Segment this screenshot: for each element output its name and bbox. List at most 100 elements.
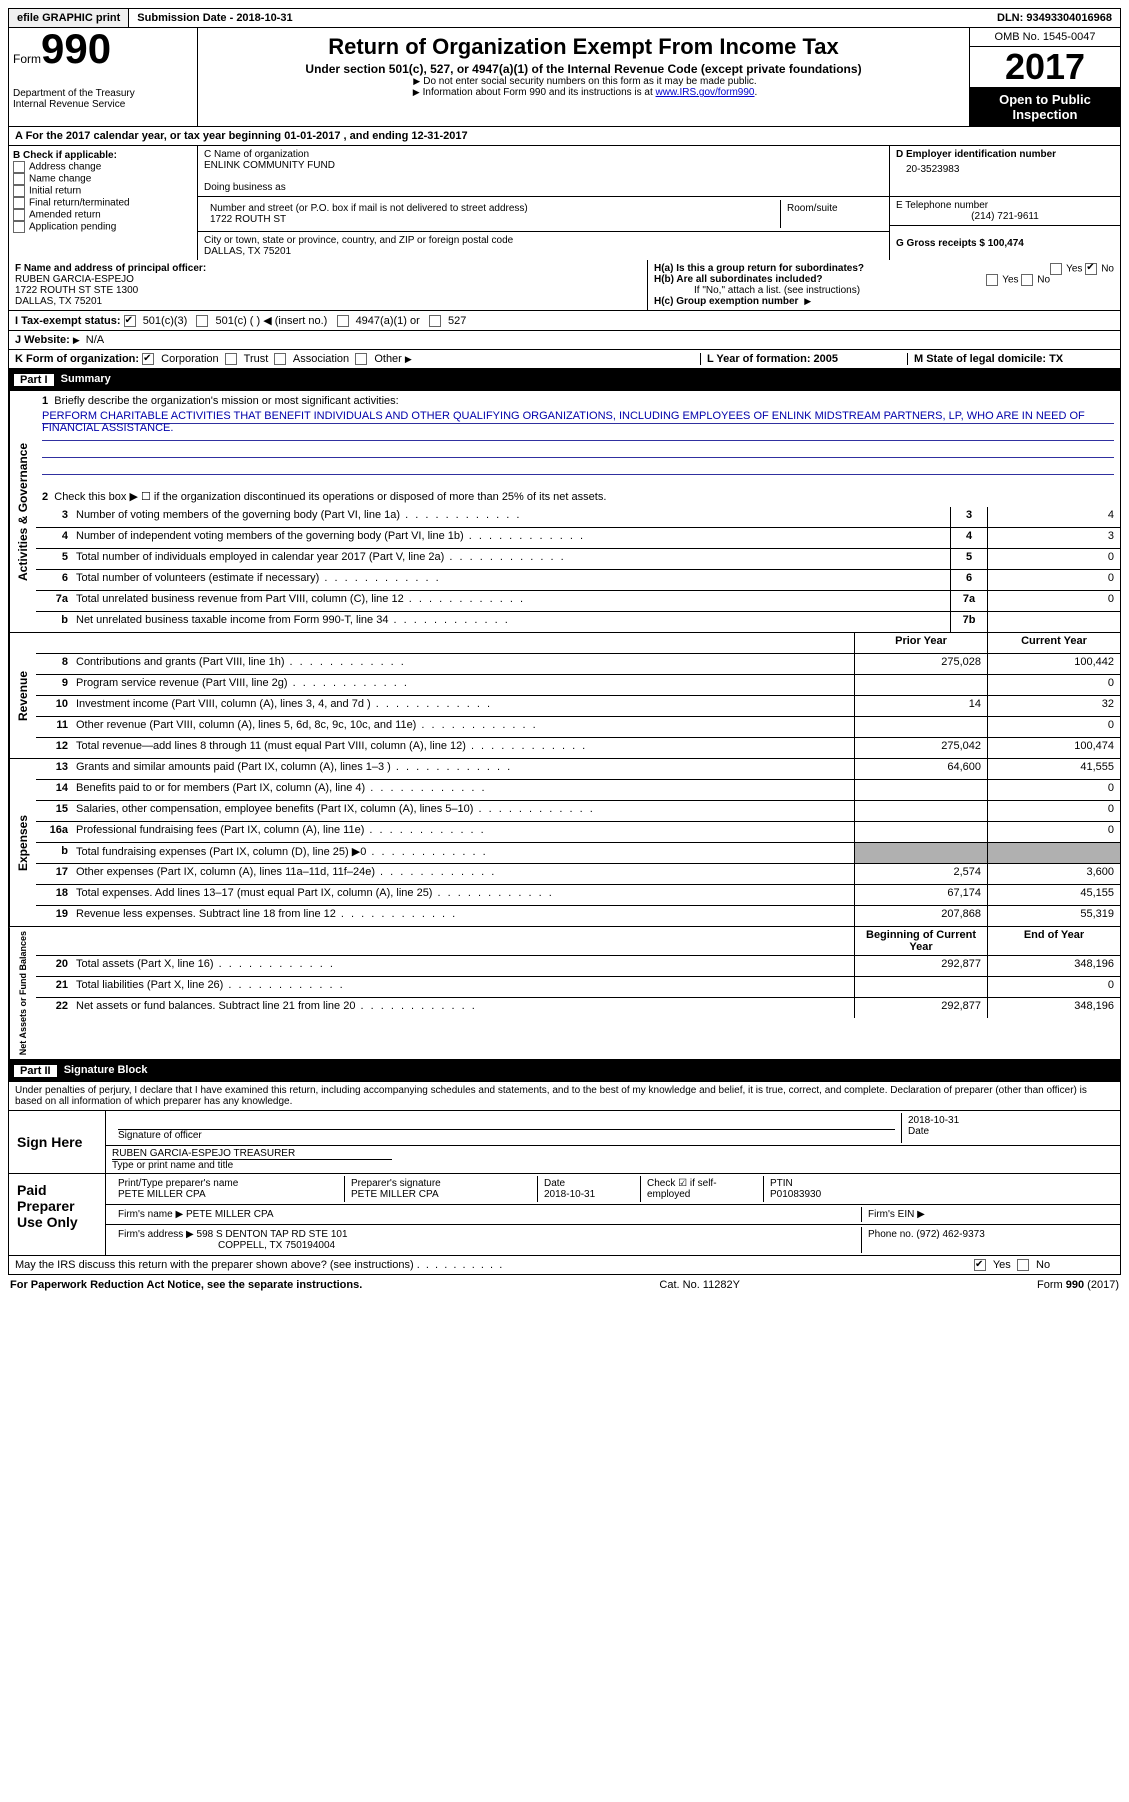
table-row: 16aProfessional fundraising fees (Part I… — [36, 822, 1120, 843]
table-row: 3Number of voting members of the governi… — [36, 507, 1120, 528]
city-field: City or town, state or province, country… — [198, 232, 889, 260]
firm-phone: Phone no. (972) 462-9373 — [862, 1227, 1114, 1253]
table-row: 11Other revenue (Part VIII, column (A), … — [36, 717, 1120, 738]
line-1-block: 1 Briefly describe the organization's mi… — [36, 391, 1120, 507]
submission-date: Submission Date - 2018-10-31 — [129, 9, 300, 27]
firm-ein: Firm's EIN ▶ — [862, 1207, 1114, 1222]
header-right: OMB No. 1545-0047 2017 Open to Public In… — [969, 28, 1120, 126]
officer-addr2: DALLAS, TX 75201 — [15, 296, 641, 307]
part-1-header: Part I Summary — [8, 369, 1121, 391]
table-row: 9Program service revenue (Part VIII, lin… — [36, 675, 1120, 696]
form-label: Form — [13, 52, 41, 66]
street-label: Number and street (or P.O. box if mail i… — [210, 203, 774, 214]
row-k-form-org: K Form of organization: Corporation Trus… — [8, 350, 1121, 369]
table-row: 21Total liabilities (Part X, line 26)0 — [36, 977, 1120, 998]
line-2-text: Check this box ▶ ☐ if the organization d… — [54, 491, 606, 503]
sign-here-label: Sign Here — [9, 1111, 106, 1173]
irs-label: Internal Revenue Service — [13, 99, 193, 110]
table-row: 20Total assets (Part X, line 16)292,8773… — [36, 956, 1120, 977]
row-i-tax-status: I Tax-exempt status: 501(c)(3) 501(c) ( … — [8, 311, 1121, 331]
irs-link[interactable]: www.IRS.gov/form990 — [656, 87, 755, 98]
officer-printed-name: RUBEN GARCIA-ESPEJO TREASURER — [112, 1148, 392, 1160]
dba-label: Doing business as — [204, 182, 883, 193]
preparer-sig: PETE MILLER CPA — [351, 1189, 531, 1200]
row-l: L Year of formation: 2005 — [700, 353, 907, 365]
table-row: 13Grants and similar amounts paid (Part … — [36, 759, 1120, 780]
table-row: 8Contributions and grants (Part VIII, li… — [36, 654, 1120, 675]
cb-initial[interactable]: Initial return — [13, 185, 193, 197]
table-row: 14Benefits paid to or for members (Part … — [36, 780, 1120, 801]
ptin: P01083930 — [770, 1189, 1108, 1200]
paid-prep-label: Paid Preparer Use Only — [9, 1174, 106, 1255]
tax-year: 2017 — [970, 47, 1120, 88]
note-ssn: Do not enter social security numbers on … — [202, 76, 965, 87]
officer-label: F Name and address of principal officer: — [15, 263, 641, 274]
h-a-row: H(a) Is this a group return for subordin… — [654, 263, 1114, 274]
form-header: Form990 Department of the Treasury Inter… — [8, 28, 1121, 127]
table-row: bTotal fundraising expenses (Part IX, co… — [36, 843, 1120, 864]
form-title: Return of Organization Exempt From Incom… — [202, 34, 965, 60]
table-row: 17Other expenses (Part IX, column (A), l… — [36, 864, 1120, 885]
irs-discuss-row: May the IRS discuss this return with the… — [8, 1256, 1121, 1275]
gross-receipts: G Gross receipts $ 100,474 — [890, 226, 1120, 252]
dept-treasury: Department of the Treasury — [13, 88, 193, 99]
form-subtitle: Under section 501(c), 527, or 4947(a)(1)… — [202, 62, 965, 76]
side-revenue: Revenue — [9, 633, 36, 758]
block-bcd: B Check if applicable: Address change Na… — [8, 146, 1121, 260]
street-field: Number and street (or P.O. box if mail i… — [198, 197, 889, 232]
ein-field: D Employer identification number 20-3523… — [890, 146, 1120, 197]
expenses-section: Expenses 13Grants and similar amounts pa… — [8, 759, 1121, 927]
omb-number: OMB No. 1545-0047 — [970, 28, 1120, 47]
cb-address[interactable]: Address change — [13, 161, 193, 173]
sig-date: 2018-10-31 — [908, 1115, 1108, 1126]
org-name-label: C Name of organization — [204, 149, 883, 160]
room-label: Room/suite — [781, 200, 883, 228]
h-b-note: If "No," attach a list. (see instruction… — [654, 285, 1114, 296]
col-c: C Name of organization ENLINK COMMUNITY … — [198, 146, 889, 260]
cb-final[interactable]: Final return/terminated — [13, 197, 193, 209]
cb-amended[interactable]: Amended return — [13, 209, 193, 221]
row-m: M State of legal domicile: TX — [907, 353, 1114, 365]
table-row: 4Number of independent voting members of… — [36, 528, 1120, 549]
block-fh: F Name and address of principal officer:… — [8, 260, 1121, 311]
header-mid: Return of Organization Exempt From Incom… — [198, 28, 969, 126]
paid-preparer-block: Paid Preparer Use Only Print/Type prepar… — [8, 1174, 1121, 1256]
header-left: Form990 Department of the Treasury Inter… — [9, 28, 198, 126]
phone-label: E Telephone number — [896, 200, 1114, 211]
preparer-name: PETE MILLER CPA — [118, 1189, 338, 1200]
cat-no: Cat. No. 11282Y — [659, 1279, 740, 1291]
col-b-checkboxes: B Check if applicable: Address change Na… — [9, 146, 198, 260]
officer-addr1: 1722 ROUTH ST STE 1300 — [15, 285, 641, 296]
table-row: 10Investment income (Part VIII, column (… — [36, 696, 1120, 717]
street-value: 1722 ROUTH ST — [210, 214, 774, 225]
net-assets-section: Net Assets or Fund Balances Beginning of… — [8, 927, 1121, 1060]
form-version: Form 990 (2017) — [1037, 1279, 1119, 1291]
cb-pending[interactable]: Application pending — [13, 221, 193, 233]
h-c-row: H(c) Group exemption number — [654, 296, 1114, 307]
dln: DLN: 93493304016968 — [989, 9, 1120, 27]
form-number: 990 — [41, 25, 111, 72]
col-d: D Employer identification number 20-3523… — [889, 146, 1120, 260]
col-headers-row: Prior Year Current Year — [36, 633, 1120, 654]
col-h: H(a) Is this a group return for subordin… — [647, 260, 1120, 310]
org-name: ENLINK COMMUNITY FUND — [204, 160, 883, 171]
table-row: 19Revenue less expenses. Subtract line 1… — [36, 906, 1120, 926]
penalties-text: Under penalties of perjury, I declare th… — [8, 1082, 1121, 1111]
table-row: 15Salaries, other compensation, employee… — [36, 801, 1120, 822]
footer: For Paperwork Reduction Act Notice, see … — [8, 1275, 1121, 1295]
side-activities: Activities & Governance — [9, 391, 36, 632]
firm-name: PETE MILLER CPA — [186, 1209, 274, 1220]
row-j-website: J Website: N/A — [8, 331, 1121, 350]
part-2-header: Part II Signature Block — [8, 1060, 1121, 1082]
open-public-badge: Open to Public Inspection — [970, 88, 1120, 126]
pra-notice: For Paperwork Reduction Act Notice, see … — [10, 1279, 362, 1291]
h-b-row: H(b) Are all subordinates included? Yes … — [654, 274, 1114, 285]
city-value: DALLAS, TX 75201 — [204, 246, 883, 257]
table-row: 7aTotal unrelated business revenue from … — [36, 591, 1120, 612]
col-f: F Name and address of principal officer:… — [9, 260, 647, 310]
self-employed-check[interactable]: Check ☑ if self-employed — [641, 1176, 764, 1202]
cb-name[interactable]: Name change — [13, 173, 193, 185]
phone-field: E Telephone number (214) 721-9611 — [890, 197, 1120, 226]
table-row: 6Total number of volunteers (estimate if… — [36, 570, 1120, 591]
section-a: A For the 2017 calendar year, or tax yea… — [8, 127, 1121, 146]
